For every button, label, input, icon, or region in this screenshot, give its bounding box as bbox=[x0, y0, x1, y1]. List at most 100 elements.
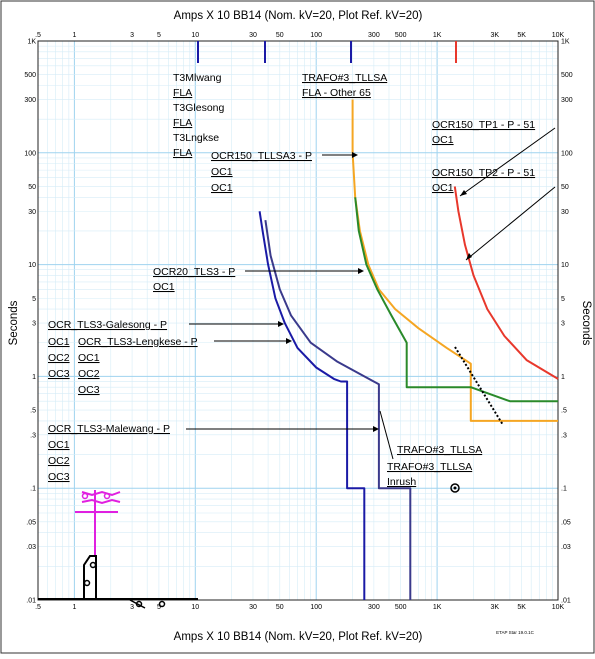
magenta-curve-2 bbox=[81, 498, 121, 505]
y-tick-label-right: .03 bbox=[561, 544, 571, 551]
annotation-label: OC1 bbox=[432, 182, 454, 194]
arrow-head bbox=[278, 321, 284, 327]
x-tick-label-top: 10K bbox=[552, 32, 565, 39]
annotation-label: T3Lngkse bbox=[173, 132, 219, 144]
arrow-head bbox=[286, 338, 292, 344]
y-tick-label-left: 30 bbox=[28, 209, 36, 216]
arrow-tp1 bbox=[459, 127, 556, 197]
y-tick-label-right: 5 bbox=[561, 296, 565, 303]
y-tick-label-left: 50 bbox=[28, 184, 36, 191]
tick-labels: .5 .5 1 1 3 3 5 5 10 10 30 30 50 50 100 100 300 300 500 500… bbox=[24, 32, 572, 611]
annotation-label: OC1 bbox=[153, 281, 175, 293]
y-tick-label-right: .05 bbox=[561, 519, 571, 526]
annotation-label: TRAFO#3_TLLSA bbox=[397, 444, 482, 456]
y-tick-label-right: 100 bbox=[561, 150, 573, 157]
annotation-label: T3Glesong bbox=[173, 102, 225, 114]
y-tick-label-left: 1 bbox=[32, 374, 36, 381]
y-tick-label-right: 50 bbox=[561, 184, 569, 191]
top-markers bbox=[197, 41, 457, 63]
black-node-3 bbox=[135, 600, 143, 608]
y-tick-label-left: .01 bbox=[26, 598, 36, 605]
y-tick-label-left: 100 bbox=[24, 150, 36, 157]
y-tick-label-left: 5 bbox=[32, 296, 36, 303]
x-tick-label-bottom: 500 bbox=[395, 604, 407, 611]
arrow-trafo bbox=[379, 410, 394, 460]
y-tick-label-left: .5 bbox=[30, 408, 36, 415]
x-tick-label-top: .5 bbox=[35, 32, 41, 39]
annotation-label: OC3 bbox=[48, 368, 70, 380]
annotations: T3Mlwang FLA T3Glesong FLA T3Lngkse FLA … bbox=[48, 72, 535, 488]
annotation-label: OCR_TLS3-Galesong - P bbox=[48, 319, 167, 331]
y-tick-label-right: .1 bbox=[561, 486, 567, 493]
annotation-label: OC3 bbox=[48, 471, 70, 483]
y-tick-label-left: .1 bbox=[30, 486, 36, 493]
annotation-label: OC1 bbox=[432, 134, 454, 146]
annotation-label: OCR_TLS3-Malewang - P bbox=[48, 423, 170, 435]
annotation-label: Inrush bbox=[387, 476, 416, 488]
black-node-4 bbox=[158, 600, 166, 608]
chart-title-bottom: Amps X 10 BB14 (Nom. kV=20, Plot Ref. kV… bbox=[174, 631, 423, 643]
annotation-label: OCR150_TLLSA3 - P bbox=[211, 150, 312, 162]
annotation-label: FLA bbox=[173, 117, 192, 129]
x-tick-label-bottom: 10 bbox=[191, 604, 199, 611]
annotation-label: FLA bbox=[173, 147, 192, 159]
annotation-label: OCR150_TP1 - P - 51 bbox=[432, 119, 535, 131]
inrush-point-center bbox=[453, 486, 457, 490]
y-tick-label-right: .01 bbox=[561, 598, 571, 605]
curve-5 bbox=[453, 186, 559, 380]
curve-4 bbox=[354, 197, 558, 403]
magenta-device-curves bbox=[75, 490, 121, 555]
footer-label: ETAP Star 19.0.1C bbox=[496, 630, 535, 635]
transformer-damage-curve bbox=[454, 346, 504, 426]
chart-title-top: Amps X 10 BB14 (Nom. kV=20, Plot Ref. kV… bbox=[174, 10, 423, 22]
black-curve-1 bbox=[83, 555, 97, 600]
annotation-label: OC2 bbox=[48, 352, 70, 364]
x-tick-label-bottom: 10K bbox=[552, 604, 565, 611]
x-tick-label-top: 500 bbox=[395, 32, 407, 39]
y-tick-label-right: 10 bbox=[561, 262, 569, 269]
curve-1 bbox=[258, 211, 366, 600]
arrow-head bbox=[460, 190, 467, 196]
x-tick-label-bottom: 30 bbox=[249, 604, 257, 611]
y-tick-label-left: 1K bbox=[27, 39, 36, 46]
annotation-label: OCR_TLS3-Lengkese - P bbox=[78, 336, 198, 348]
annotation-label: FLA - Other 65 bbox=[302, 87, 371, 99]
arrow-head bbox=[352, 152, 358, 158]
annotation-label: TRAFO#3_TLLSA bbox=[387, 461, 472, 473]
arrow-head bbox=[358, 268, 364, 274]
x-tick-label-top: 1 bbox=[72, 32, 76, 39]
x-tick-label-bottom: 3 bbox=[130, 604, 134, 611]
curves bbox=[258, 99, 559, 600]
curve-3 bbox=[351, 99, 558, 422]
plot-border bbox=[37, 40, 559, 601]
magenta-curve-1 bbox=[81, 490, 121, 497]
annotation-label: FLA bbox=[173, 87, 192, 99]
x-tick-label-top: 50 bbox=[276, 32, 284, 39]
curve-2 bbox=[264, 219, 412, 600]
x-tick-label-top: 100 bbox=[310, 32, 322, 39]
x-tick-label-top: 300 bbox=[368, 32, 380, 39]
x-tick-label-bottom: 100 bbox=[310, 604, 322, 611]
leader-arrows bbox=[186, 127, 556, 460]
x-tick-label-bottom: .5 bbox=[35, 604, 41, 611]
y-tick-label-left: .05 bbox=[26, 519, 36, 526]
x-tick-label-top: 10 bbox=[191, 32, 199, 39]
y-tick-label-left: .03 bbox=[26, 544, 36, 551]
x-tick-label-top: 5 bbox=[157, 32, 161, 39]
arrow-head bbox=[373, 426, 379, 432]
annotation-label: OC3 bbox=[78, 384, 100, 396]
y-axis-label-right: Seconds bbox=[580, 301, 592, 346]
x-tick-label-top: 1K bbox=[433, 32, 442, 39]
y-tick-label-right: 500 bbox=[561, 72, 573, 79]
x-tick-label-bottom: 1 bbox=[72, 604, 76, 611]
y-tick-label-right: 300 bbox=[561, 97, 573, 104]
y-tick-label-right: .5 bbox=[561, 408, 567, 415]
y-tick-label-right: 3 bbox=[561, 321, 565, 328]
annotation-label: OCR150_TP2 - P - 51 bbox=[432, 167, 535, 179]
y-tick-label-right: 1K bbox=[561, 39, 570, 46]
annotation-label: OC1 bbox=[211, 182, 233, 194]
x-tick-label-bottom: 5 bbox=[157, 604, 161, 611]
y-tick-label-left: 500 bbox=[24, 72, 36, 79]
x-tick-label-bottom: 1K bbox=[433, 604, 442, 611]
